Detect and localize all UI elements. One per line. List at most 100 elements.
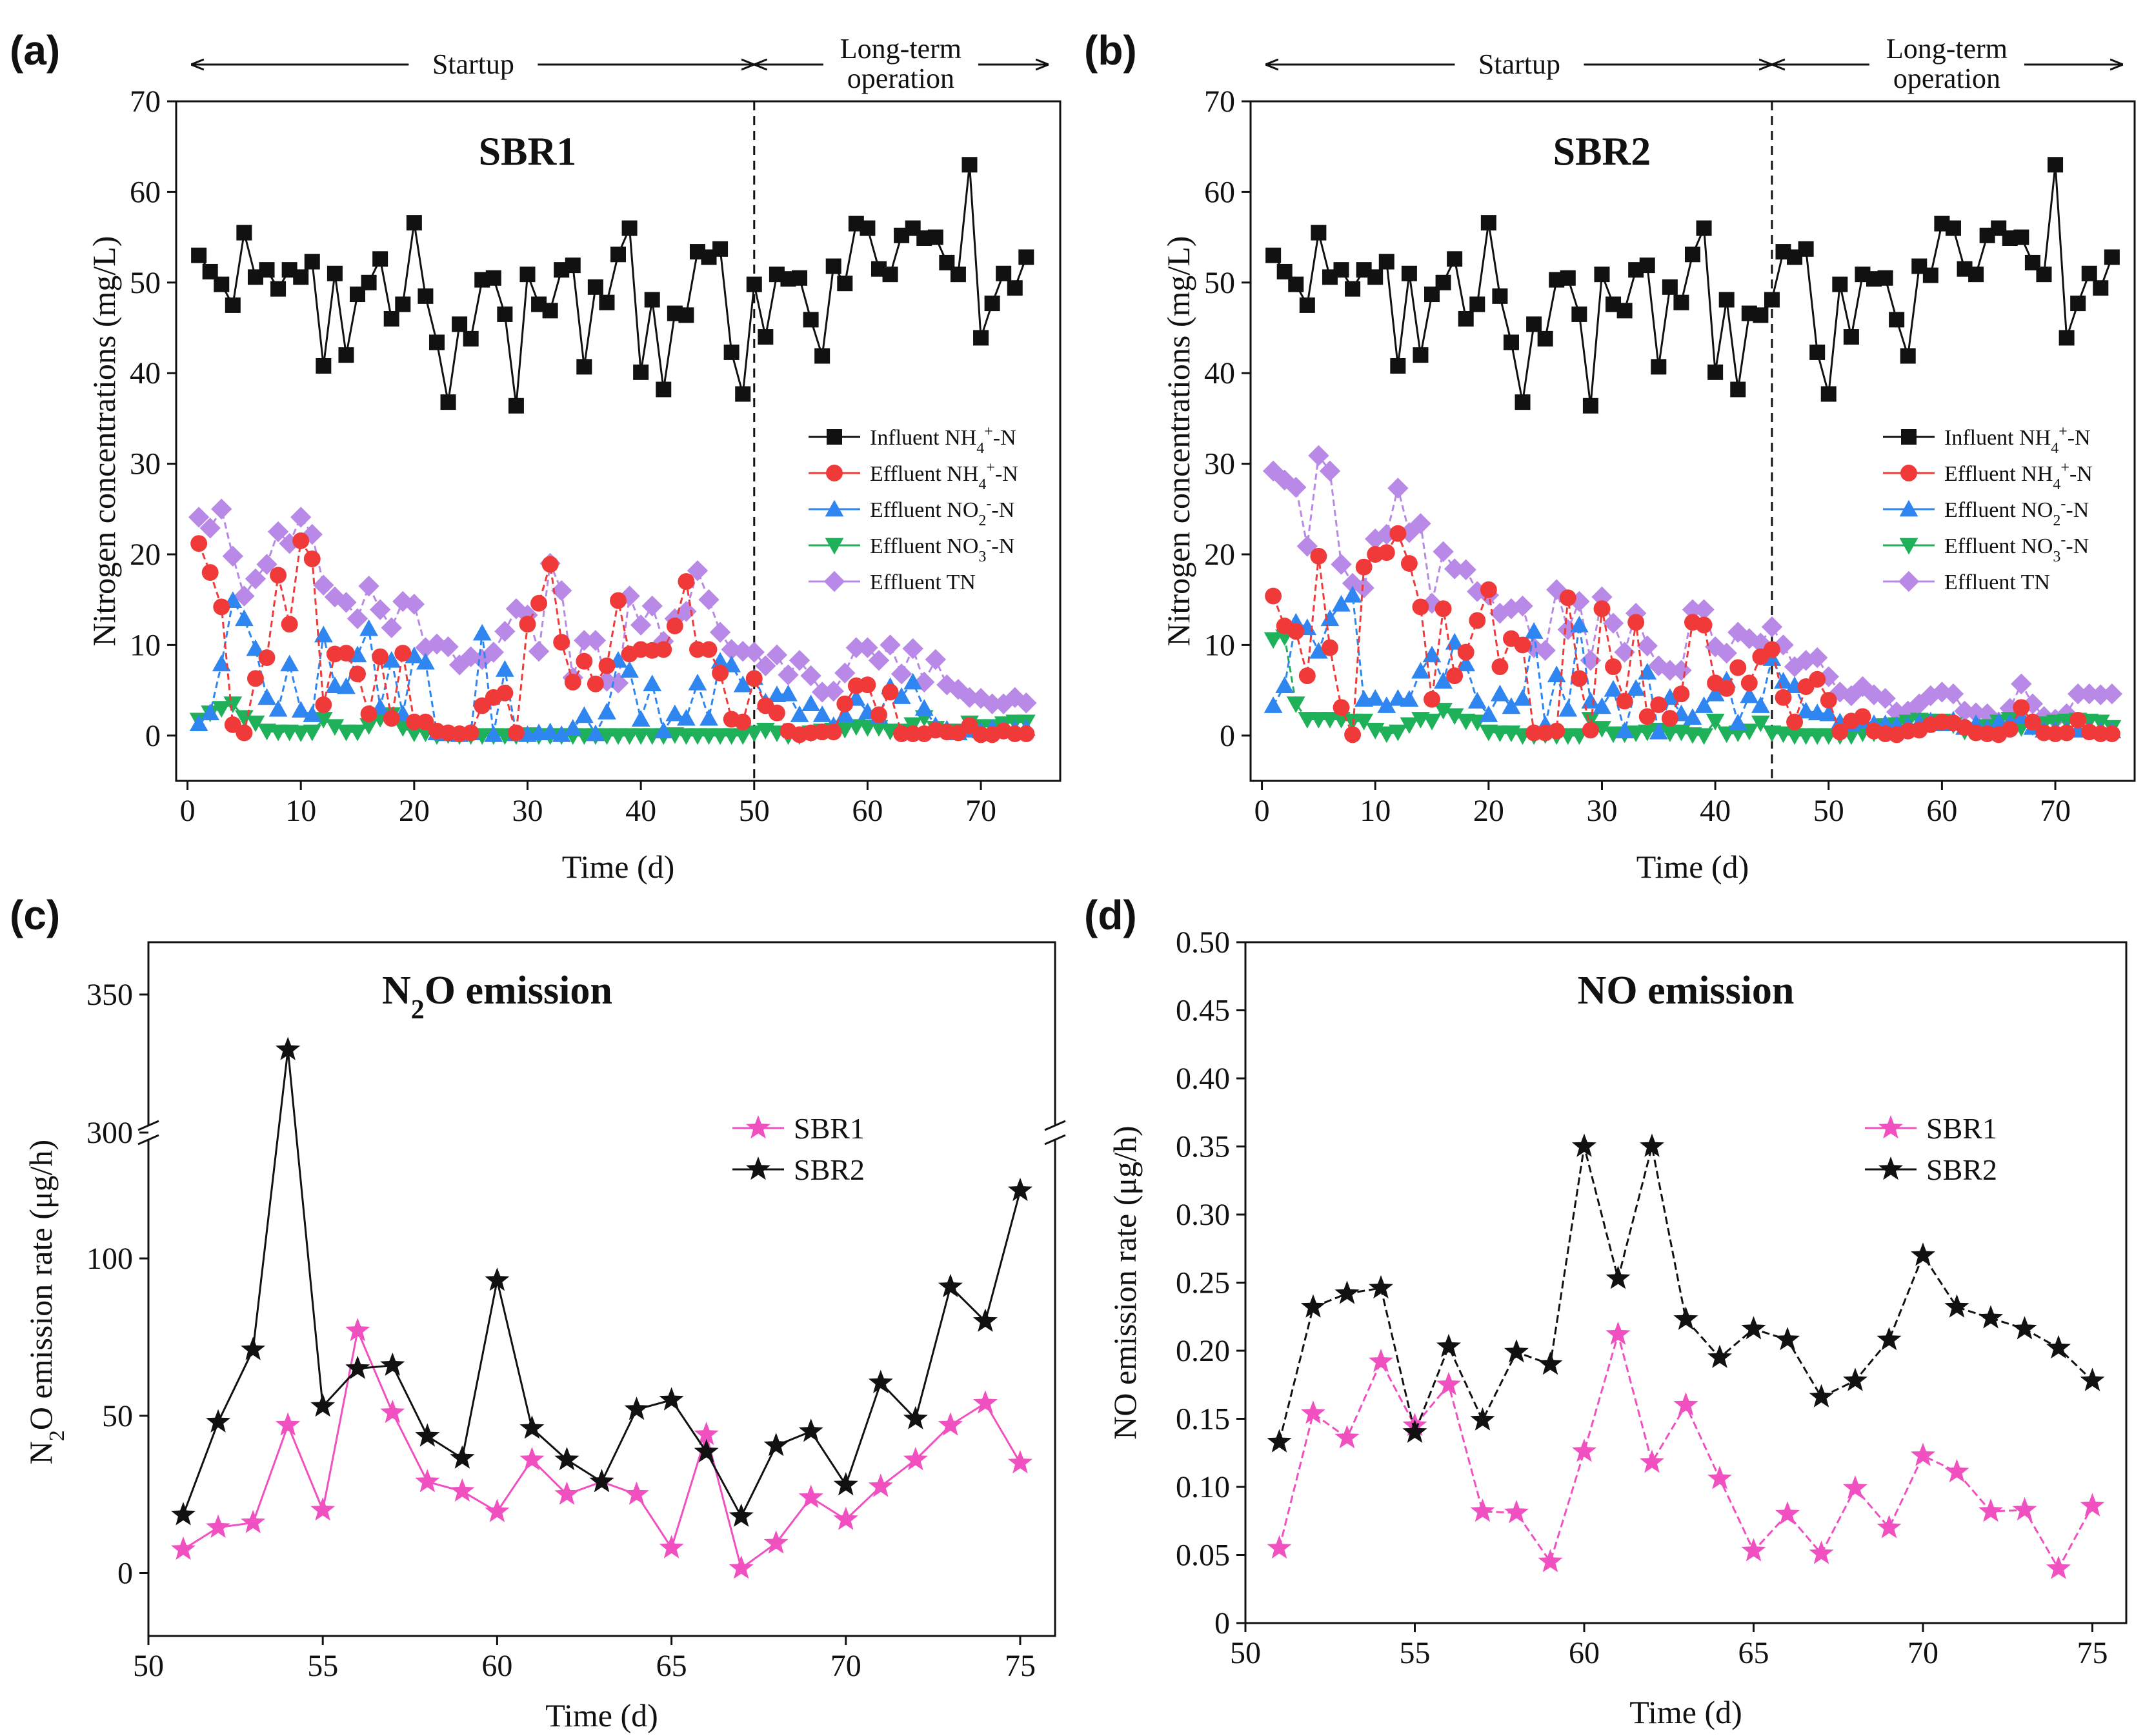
data-point (1671, 660, 1692, 681)
legend-label-charge: + (984, 423, 993, 440)
y-tick-label: 0.10 (1176, 1470, 1230, 1504)
y-tick-label: 0.15 (1176, 1402, 1230, 1437)
data-point (1007, 1449, 1032, 1474)
x-tick-label: 70 (830, 1649, 861, 1683)
data-point (1638, 724, 1657, 742)
operation-label: operation (1893, 63, 2000, 94)
data-point (621, 220, 638, 236)
data-point (768, 704, 785, 722)
data-point (1945, 220, 1961, 236)
data-point (1436, 1333, 1461, 1357)
x-tick-label: 40 (1700, 794, 1731, 828)
data-point (1514, 636, 1531, 654)
data-point (553, 634, 570, 651)
data-point (1007, 280, 1023, 296)
data-point (1263, 696, 1283, 713)
data-point (1605, 658, 1622, 676)
data-point (882, 267, 898, 283)
data-point (1843, 329, 1859, 345)
data-point (347, 608, 368, 629)
data-point (542, 303, 558, 319)
data-point (1775, 1501, 1800, 1525)
x-tick-label: 50 (739, 794, 770, 828)
data-point (1458, 310, 1474, 327)
data-point (1457, 643, 1475, 661)
legend-label-main: Effluent NO (1944, 534, 2053, 558)
data-point (223, 696, 243, 714)
data-point (938, 1273, 963, 1298)
data-point (1377, 696, 1396, 713)
data-point (1286, 696, 1305, 714)
data-point (880, 634, 901, 656)
data-point (1298, 667, 1316, 685)
data-point (859, 676, 876, 694)
data-point (1311, 225, 1327, 241)
data-point (1911, 1442, 1935, 1466)
y-tick-label: 0 (117, 1557, 133, 1591)
data-point (1480, 581, 1497, 598)
data-point (519, 1447, 545, 1471)
data-point (1786, 713, 1804, 731)
data-point (415, 1469, 440, 1493)
data-point (925, 649, 946, 671)
data-point (1265, 247, 1282, 263)
data-point (970, 688, 992, 709)
data-point (586, 724, 605, 742)
legend-label: Effluent TN (1944, 570, 2050, 594)
data-point (1538, 1549, 1563, 1573)
data-point (415, 637, 436, 658)
data-point (460, 646, 481, 667)
legend-label: Influent NH4+-N (870, 423, 1016, 457)
legend-label-subscript: 3 (2053, 549, 2060, 565)
data-point (778, 664, 799, 685)
data-point (1571, 670, 1588, 687)
y-tick-label: 0.30 (1176, 1198, 1230, 1232)
x-tick-label: 20 (399, 794, 430, 828)
data-point (256, 554, 277, 575)
data-point (700, 641, 718, 658)
legend-item: Effluent NO3--N (1883, 532, 2089, 565)
data-point (234, 585, 255, 607)
data-point (666, 617, 683, 634)
data-point (315, 696, 332, 714)
data-point (380, 1399, 405, 1424)
data-point (2058, 330, 2075, 346)
data-point (1604, 680, 1623, 697)
data-point (734, 713, 752, 731)
data-point (189, 714, 208, 731)
data-point (1650, 696, 1667, 714)
panel-letter: (a) (10, 27, 60, 74)
series-sbr2 (171, 1036, 1032, 1527)
data-point (676, 709, 696, 726)
legend-label-suffix: -N (2069, 462, 2093, 486)
data-point (494, 621, 516, 642)
data-point (1591, 586, 1613, 608)
data-point (327, 265, 343, 281)
data-point (1615, 722, 1635, 739)
x-tick-label: 50 (1230, 1636, 1261, 1670)
data-point (383, 310, 399, 327)
data-point (1718, 292, 1735, 308)
data-point (380, 1352, 405, 1376)
data-point (755, 655, 776, 676)
data-point (1661, 710, 1678, 727)
data-point (723, 344, 740, 360)
legend-label-main: Effluent NH (870, 462, 978, 486)
data-point (2013, 699, 2030, 716)
data-point (694, 1422, 719, 1446)
data-point (1944, 1458, 1969, 1482)
data-point (1695, 728, 1713, 745)
y-axis-title: Nitrogen concentrations (mg/L) (86, 236, 122, 647)
data-point (1581, 692, 1600, 709)
data-point (1807, 703, 1827, 721)
data-point (1693, 599, 1715, 620)
y-tick-label: 0 (1214, 1606, 1230, 1640)
data-point (281, 616, 298, 633)
data-point (1659, 660, 1681, 681)
x-tick-label: 10 (285, 794, 316, 828)
legend-item: SBR1 (1865, 1112, 1997, 1145)
x-axis-title: Time (d) (545, 1697, 658, 1733)
legend-label-suffix: -N (995, 462, 1018, 486)
